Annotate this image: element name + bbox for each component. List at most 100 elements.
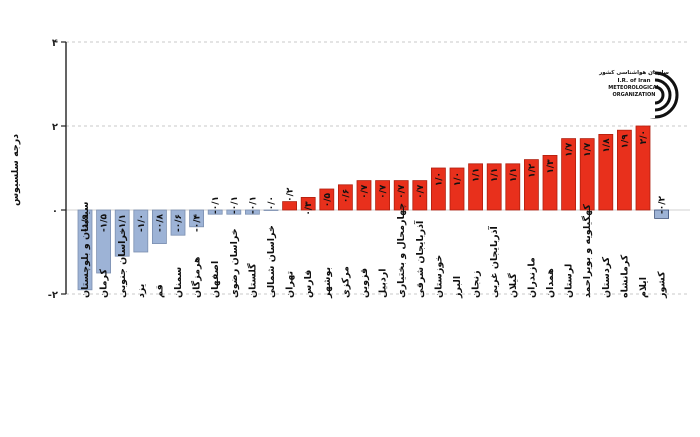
category-label: چهارمحال و بختیاری — [396, 203, 407, 298]
data-labels: -۱/۹ -۱/۵ -۱/۱ -۱/۰ -۰/۸ -۰/۶ -۰/۴ -۰/۱ -۰/۱ -۰/۱… — [81, 130, 668, 232]
bar — [319, 188, 335, 211]
bar — [393, 180, 409, 211]
bar — [96, 209, 111, 274]
data-label: ۱/۰ — [434, 172, 444, 186]
bar — [412, 180, 428, 211]
category-label: کهگیلویه و بویراحمد — [581, 204, 593, 298]
data-label: -۰/۱ — [248, 196, 258, 214]
logo-text-organization: ORGANIZATION — [613, 92, 656, 98]
data-label: ۰/۷ — [379, 184, 389, 199]
org-logo: سازمان هواشناسی کشور I.R. of Iran METEOR… — [598, 69, 679, 119]
data-label: ۰/۷ — [397, 184, 407, 199]
bar — [635, 125, 651, 211]
data-label: ۱/۳ — [546, 159, 556, 174]
y-tick-label: ۰ — [52, 206, 58, 217]
bar — [449, 167, 465, 211]
data-label: -۰/۸ — [155, 214, 165, 233]
category-label: کشور — [657, 271, 668, 299]
data-label: ۰/۷ — [416, 184, 426, 199]
data-label: ۰/۶ — [341, 189, 351, 203]
category-label: مازندران — [526, 257, 537, 298]
data-label: -۱/۹ — [81, 214, 91, 233]
category-label: گلستان — [246, 263, 258, 298]
bar — [244, 209, 260, 215]
bar — [430, 167, 446, 211]
bar — [356, 180, 372, 211]
data-label: ۱/۸ — [602, 138, 612, 153]
bar — [375, 180, 391, 211]
category-label: البرز — [452, 276, 463, 299]
bar — [114, 209, 130, 257]
bar — [579, 138, 595, 211]
data-label: -۰/۱ — [230, 196, 240, 214]
bar — [170, 209, 186, 236]
category-label: اصفهان — [210, 261, 221, 298]
category-label: گیلان — [507, 273, 519, 298]
category-label: خوزستان — [433, 255, 444, 298]
category-label: کردستان — [601, 256, 612, 298]
bar — [263, 209, 279, 211]
bar — [133, 209, 149, 253]
bar — [282, 201, 298, 211]
y-tick-label: ۲ — [52, 122, 58, 133]
category-label: مرکزی — [340, 266, 351, 298]
y-axis: -۲ ۰ ۲ ۴ — [48, 38, 67, 301]
gridlines — [66, 41, 690, 295]
bar — [468, 163, 484, 211]
category-label: اردبیل — [378, 268, 389, 298]
bar — [561, 138, 576, 211]
category-label: قم — [154, 284, 165, 298]
category-label: هرمزگان — [191, 256, 203, 298]
data-label: ۱/۹ — [620, 134, 630, 149]
data-label: ۰/۳ — [304, 201, 314, 216]
bar — [654, 209, 669, 219]
category-label: بوشهر — [322, 267, 333, 299]
bar — [617, 129, 632, 211]
logo-text-fa: سازمان هواشناسی کشور — [598, 69, 669, 76]
data-label: ۰/۰ — [267, 196, 277, 210]
category-label: زنجان — [471, 270, 482, 298]
data-label: ۱/۷ — [583, 142, 593, 157]
data-label: ۱/۰ — [453, 172, 463, 186]
y-tick-label: -۲ — [48, 290, 58, 301]
bar — [77, 209, 93, 291]
bar — [524, 159, 539, 211]
data-label: -۰/۶ — [174, 214, 184, 232]
logo-mask — [614, 72, 655, 118]
data-label: ۱/۷ — [565, 142, 575, 157]
data-label: ۱/۱ — [472, 168, 482, 182]
category-label: تهران — [285, 271, 296, 298]
y-axis-label: درجه سلسیوس — [10, 134, 21, 206]
data-label: ۰/۵ — [323, 193, 333, 208]
bars — [77, 125, 669, 291]
bar — [598, 133, 614, 211]
category-label: کرمانشاه — [619, 254, 630, 298]
category-label: همدان — [545, 268, 556, 298]
bar — [226, 209, 242, 215]
data-label: ۰/۲ — [286, 187, 296, 202]
category-label: آذربایجان غربی — [487, 226, 500, 298]
category-labels: سیستان و بلوچستان کرمان خراسان جنوبی یزد قم س… — [80, 202, 668, 299]
category-label: سمنان — [173, 267, 184, 298]
bar — [542, 154, 558, 211]
category-label: کرمان — [99, 269, 110, 298]
category-label: خراسان شمالی — [266, 225, 277, 298]
bar — [151, 209, 167, 244]
logo-text-country: I.R. of Iran — [618, 78, 651, 84]
category-label: آذربایجان شرقی — [413, 220, 426, 298]
bar — [189, 209, 205, 228]
category-label: خراسان جنوبی — [117, 228, 128, 298]
category-label: سیستان و بلوچستان — [80, 202, 91, 298]
data-label: -۱/۰ — [137, 214, 147, 232]
data-label: ۰/۷ — [360, 184, 370, 199]
data-label: ۱/۱ — [509, 168, 519, 182]
category-label: فارس — [303, 270, 314, 298]
data-label: -۱/۵ — [100, 214, 110, 233]
logo-text-meteorological: METEOROLOGICAL — [608, 85, 660, 91]
bar — [505, 163, 521, 211]
bar — [337, 184, 353, 211]
data-label: -۱/۱ — [118, 214, 128, 232]
category-label: خراسان رضوی — [229, 228, 240, 298]
data-label: -۰/۲ — [658, 196, 668, 215]
